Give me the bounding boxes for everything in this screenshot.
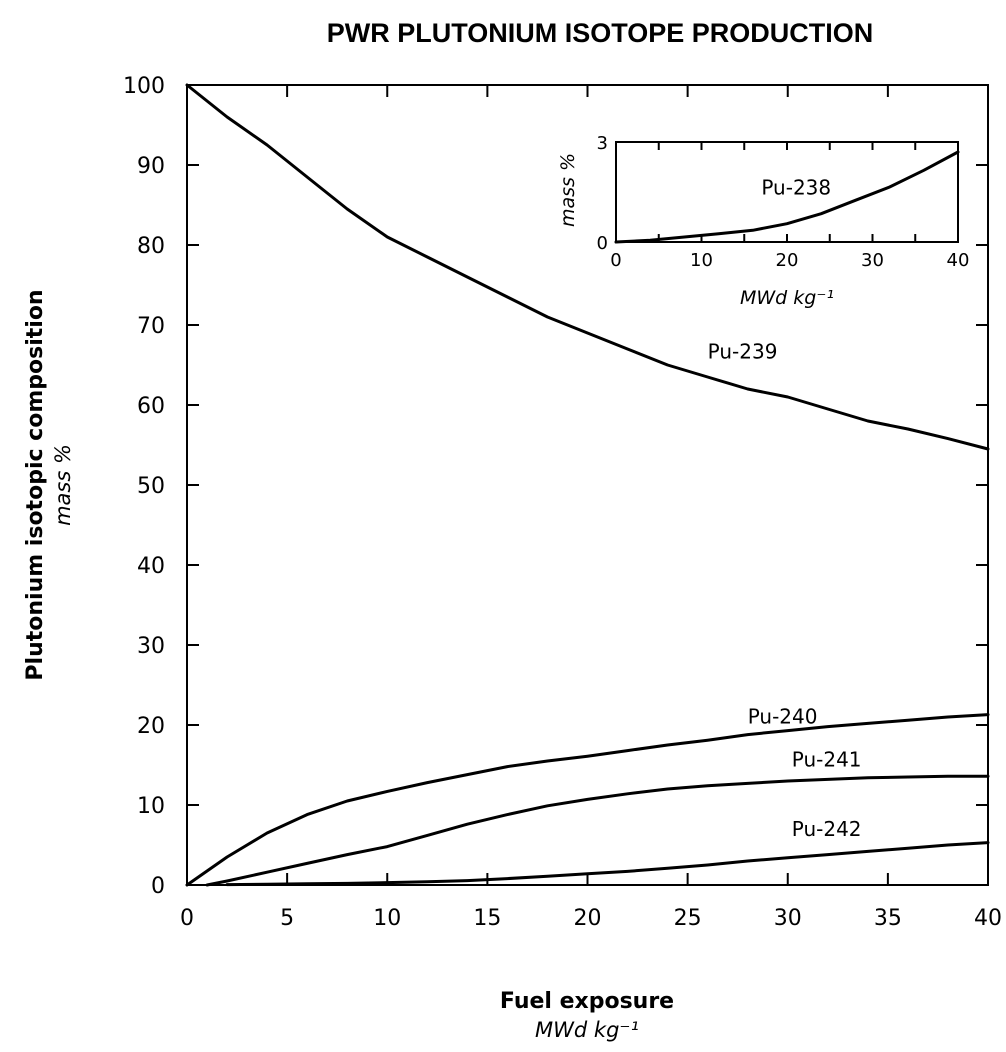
series-line-pu-239 (185, 83, 990, 451)
x-tick-label: 25 (674, 906, 702, 931)
series-label-pu-241: Pu-241 (792, 748, 862, 772)
y-tick-label: 100 (123, 74, 165, 99)
inset-series-label-pu-238: Pu-238 (761, 176, 831, 200)
inset-x-tick-label: 40 (947, 250, 970, 271)
y-tick-label: 30 (137, 634, 165, 659)
series-line-pu-240 (185, 713, 990, 887)
x-tick-label: 35 (874, 906, 902, 931)
x-tick-label: 0 (180, 906, 194, 931)
inset-y-tick-label: 0 (597, 233, 608, 254)
y-tick-label: 40 (137, 554, 165, 579)
y-tick-label: 70 (137, 314, 165, 339)
inset-series-line-pu-238 (614, 150, 960, 244)
series-label-pu-242: Pu-242 (792, 817, 862, 841)
y-tick-label: 0 (151, 874, 165, 899)
series-line-pu-241 (205, 774, 990, 887)
y-tick-label: 20 (137, 714, 165, 739)
x-tick-label: 15 (473, 906, 501, 931)
series-label-pu-239: Pu-239 (708, 340, 778, 364)
y-tick-label: 80 (137, 234, 165, 259)
inset-y-tick-label: 3 (597, 133, 608, 154)
y-tick-label: 60 (137, 394, 165, 419)
x-tick-label: 5 (280, 906, 294, 931)
inset-x-axis-title: MWd kg⁻¹ (740, 287, 834, 309)
series-line-pu-242 (225, 841, 990, 887)
y-tick-label: 10 (137, 794, 165, 819)
x-tick-label: 30 (774, 906, 802, 931)
x-tick-label: 10 (373, 906, 401, 931)
x-axis-unit: MWd kg⁻¹ (535, 1018, 639, 1042)
inset-y-axis-title: mass % (557, 153, 579, 227)
y-axis-unit: mass % (51, 444, 75, 526)
y-axis-title: Plutonium isotopic composition (23, 289, 48, 680)
inset-x-tick-label: 10 (690, 250, 713, 271)
main-plot-frame (186, 84, 989, 886)
inset-x-tick-label: 30 (861, 250, 884, 271)
x-axis-title: Fuel exposure (500, 989, 674, 1014)
chart-title: PWR PLUTONIUM ISOTOPE PRODUCTION (327, 18, 874, 48)
inset-x-tick-label: 0 (610, 250, 621, 271)
inset-x-tick-label: 20 (776, 250, 799, 271)
series-label-pu-240: Pu-240 (748, 704, 818, 728)
x-tick-label: 40 (974, 906, 1002, 931)
inset-plot: 0 10 20 30 40 0 3 Pu-238 mass % MWd kg⁻¹ (557, 133, 969, 309)
y-tick-label: 90 (137, 154, 165, 179)
x-tick-label: 20 (574, 906, 602, 931)
y-tick-label: 50 (137, 474, 165, 499)
